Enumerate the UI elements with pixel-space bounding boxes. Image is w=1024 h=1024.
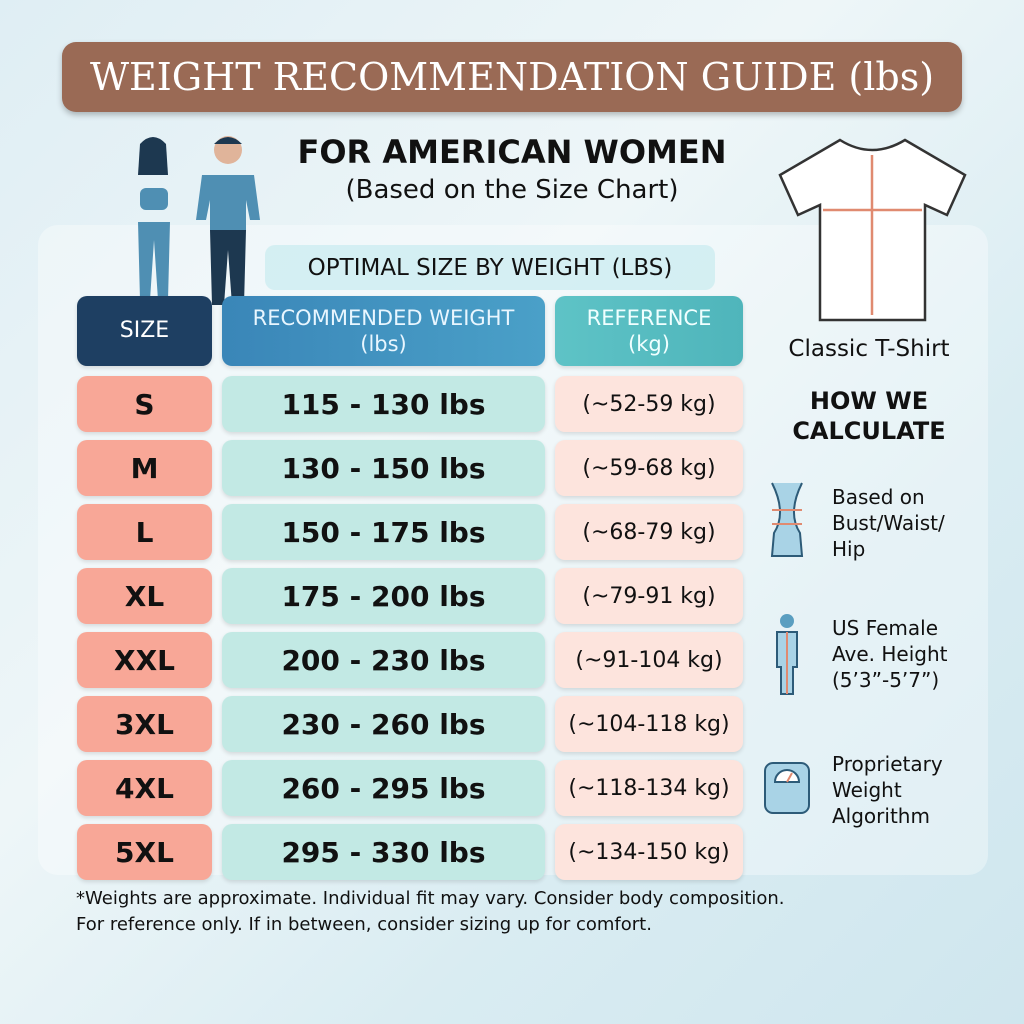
table-cell: 200 - 230 lbs: [222, 632, 545, 688]
table-cell: 230 - 260 lbs: [222, 696, 545, 752]
table-cell: 260 - 295 lbs: [222, 760, 545, 816]
table-cell: XXL: [77, 632, 212, 688]
table-cell: 295 - 330 lbs: [222, 824, 545, 880]
method-text: Bust/Waist/: [832, 511, 945, 535]
scale-icon: [764, 762, 810, 814]
table-cell: (~68-79 kg): [555, 504, 743, 560]
footnote-line: For reference only. If in between, consi…: [76, 914, 652, 935]
footnote-line: *Weights are approximate. Individual fit…: [76, 888, 785, 909]
table-cell: M: [77, 440, 212, 496]
title: WEIGHT RECOMMENDATION GUIDE (lbs): [89, 55, 935, 99]
method-text: Based on: [832, 485, 925, 509]
tshirt-icon: [778, 138, 967, 322]
table-cell: 5XL: [77, 824, 212, 880]
how-title: HOW WE CALCULATE: [760, 384, 978, 448]
table-caption: OPTIMAL SIZE BY WEIGHT (LBS): [265, 245, 715, 290]
method-text: Weight: [832, 778, 902, 802]
subtitle: (Based on the Size Chart): [345, 175, 679, 205]
shirt-label: Classic T-Shirt: [788, 336, 950, 362]
footnote: *Weights are approximate. Individual fit…: [76, 886, 785, 938]
table-cell: XL: [77, 568, 212, 624]
figures-icon: [138, 136, 260, 305]
subtitle: FOR AMERICAN WOMEN: [297, 133, 727, 171]
height-icon: [776, 614, 798, 695]
how-text: HOW WE: [809, 387, 929, 415]
table-cell: 130 - 150 lbs: [222, 440, 545, 496]
column-header: SIZE: [77, 296, 212, 366]
method-text: Algorithm: [832, 804, 930, 828]
table-cell: 3XL: [77, 696, 212, 752]
table-cell: 115 - 130 lbs: [222, 376, 545, 432]
method-text: Ave. Height: [832, 642, 948, 666]
method-text: Hip: [832, 537, 866, 561]
method-item: US Female Ave. Height (5’3”-5’7”): [832, 615, 947, 693]
header-text: RECOMMENDED WEIGHT: [252, 306, 515, 330]
method-item: Proprietary Weight Algorithm: [832, 751, 943, 829]
method-text: (5’3”-5’7”): [832, 668, 940, 692]
body-icon: [770, 482, 804, 557]
method-item: Based on Bust/Waist/Hip: [832, 484, 945, 562]
table-cell: (~91-104 kg): [555, 632, 743, 688]
table-cell: (~79-91 kg): [555, 568, 743, 624]
table-cell: (~59-68 kg): [555, 440, 743, 496]
table-cell: 4XL: [77, 760, 212, 816]
table-cell: L: [77, 504, 212, 560]
column-header: RECOMMENDED WEIGHT (lbs): [222, 296, 545, 366]
method-text: US Female: [832, 616, 939, 640]
table-cell: (~104-118 kg): [555, 696, 743, 752]
header-text: REFERENCE: [586, 306, 712, 330]
header-text: (kg): [628, 332, 670, 356]
column-header: REFERENCE (kg): [555, 296, 743, 366]
table-cell: 150 - 175 lbs: [222, 504, 545, 560]
table-cell: (~118-134 kg): [555, 760, 743, 816]
title-bar: WEIGHT RECOMMENDATION GUIDE (lbs): [62, 42, 962, 112]
table-cell: S: [77, 376, 212, 432]
table-cell: (~134-150 kg): [555, 824, 743, 880]
table-cell: 175 - 200 lbs: [222, 568, 545, 624]
header-text: (lbs): [360, 332, 407, 356]
header-text: SIZE: [119, 318, 170, 343]
method-text: Proprietary: [832, 752, 943, 776]
table-cell: (~52-59 kg): [555, 376, 743, 432]
how-text: CALCULATE: [792, 417, 946, 445]
